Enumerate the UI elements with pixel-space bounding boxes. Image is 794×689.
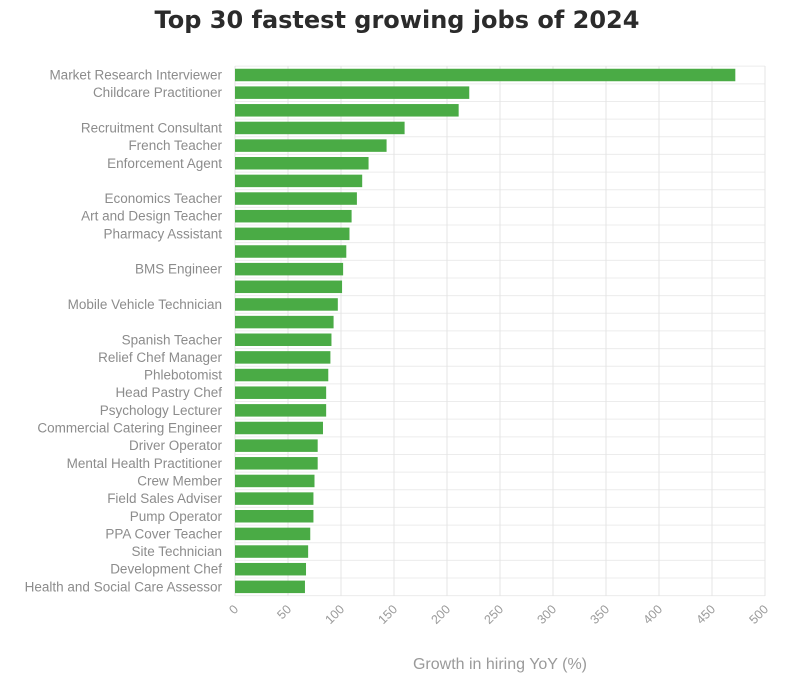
bar[interactable]	[235, 121, 405, 135]
bar[interactable]	[235, 474, 315, 488]
x-tick-label: 400	[640, 602, 665, 627]
bar[interactable]	[235, 209, 352, 223]
category-label: Development Chef	[110, 562, 222, 577]
x-tick-label: 350	[587, 602, 612, 627]
bar[interactable]	[235, 298, 338, 311]
grid-layer	[234, 65, 766, 597]
category-label: Recruitment Consultant	[81, 120, 222, 135]
category-label: Childcare Practitioner	[93, 85, 223, 100]
x-tick-label: 500	[746, 602, 771, 627]
x-tick-label: 150	[375, 602, 400, 627]
bar[interactable]	[235, 351, 331, 364]
bar[interactable]	[235, 262, 344, 276]
x-tick-label: 100	[322, 602, 347, 627]
chart-title: Top 30 fastest growing jobs of 2024	[154, 6, 640, 34]
bar[interactable]	[235, 421, 323, 435]
bar[interactable]	[235, 545, 309, 558]
bar[interactable]	[235, 174, 363, 188]
category-label: Economics Teacher	[104, 191, 222, 206]
x-tick-label: 200	[428, 602, 453, 627]
bar[interactable]	[235, 68, 736, 82]
bar[interactable]	[235, 368, 329, 382]
bar[interactable]	[235, 580, 305, 594]
x-tick-label: 250	[481, 602, 506, 627]
bar[interactable]	[235, 245, 347, 258]
category-label: Pharmacy Assistant	[103, 226, 222, 241]
bar[interactable]	[235, 139, 387, 152]
category-label: Spanish Teacher	[122, 332, 223, 347]
x-tick-layer: 0 50 100 150 200 250 300 350 400 450 500	[226, 602, 771, 627]
category-label: Driver Operator	[129, 438, 223, 453]
bar[interactable]	[235, 157, 369, 170]
bar[interactable]	[235, 192, 357, 205]
bar[interactable]	[235, 227, 350, 241]
category-label: Psychology Lecturer	[100, 403, 223, 418]
bar[interactable]	[235, 104, 459, 117]
bar[interactable]	[235, 280, 343, 294]
x-tick-label: 50	[274, 602, 294, 622]
x-tick-label: 450	[693, 602, 718, 627]
category-label: Head Pastry Chef	[115, 385, 222, 400]
x-axis-title: Growth in hiring YoY (%)	[413, 656, 587, 673]
x-tick-label: 0	[226, 602, 241, 617]
category-label: Commercial Catering Engineer	[37, 421, 222, 436]
bar[interactable]	[235, 404, 327, 417]
category-label: Field Sales Adviser	[107, 491, 222, 506]
category-label: Crew Member	[137, 473, 222, 488]
category-label: BMS Engineer	[135, 262, 223, 277]
bar[interactable]	[235, 86, 470, 99]
bar[interactable]	[235, 457, 318, 470]
category-label: Mental Health Practitioner	[67, 456, 223, 471]
bar[interactable]	[235, 315, 334, 329]
category-label: Site Technician	[131, 544, 222, 559]
category-label: Art and Design Teacher	[81, 209, 222, 224]
category-label: French Teacher	[128, 138, 222, 153]
bar[interactable]	[235, 439, 318, 452]
category-label: Health and Social Care Assessor	[25, 579, 223, 594]
category-label: Phlebotomist	[144, 368, 222, 383]
category-label: Enforcement Agent	[107, 156, 222, 171]
bar[interactable]	[235, 492, 314, 505]
bar[interactable]	[235, 562, 307, 576]
category-label: Relief Chef Manager	[98, 350, 222, 365]
category-label: PPA Cover Teacher	[105, 526, 222, 541]
category-label: Market Research Interviewer	[49, 68, 222, 83]
bar-layer	[235, 68, 736, 594]
category-label: Pump Operator	[130, 509, 223, 524]
category-label: Mobile Vehicle Technician	[68, 297, 222, 312]
bar[interactable]	[235, 333, 332, 347]
bar[interactable]	[235, 386, 327, 399]
category-label-layer: Market Research Interviewer Childcare Pra…	[25, 68, 223, 595]
bar[interactable]	[235, 510, 314, 523]
bar[interactable]	[235, 527, 311, 541]
x-tick-label: 300	[534, 602, 559, 627]
